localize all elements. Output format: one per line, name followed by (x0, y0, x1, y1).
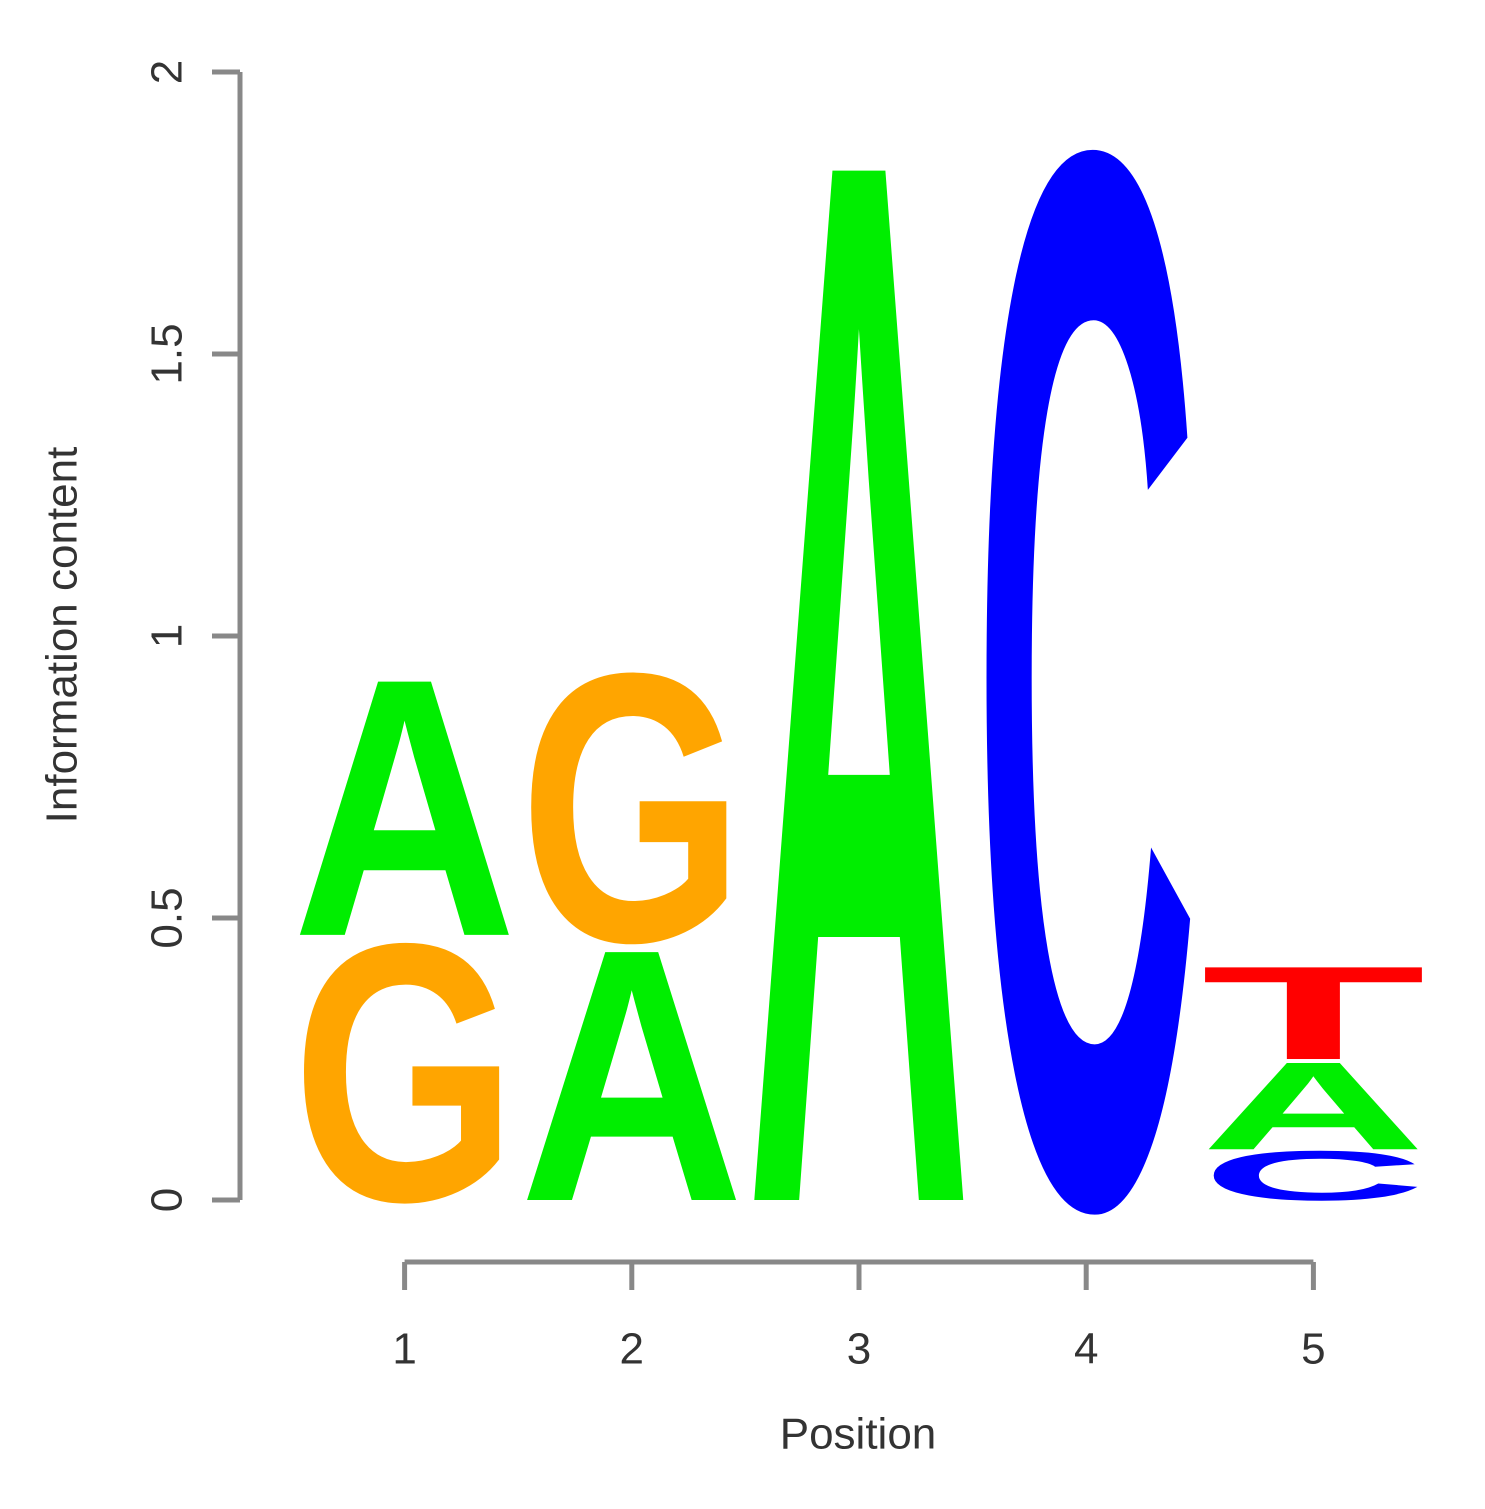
logo-letter: A (747, 0, 972, 1509)
y-axis-label: Information content (38, 447, 87, 824)
letter-glyph: G (292, 868, 517, 1279)
letter-glyph: G (519, 594, 744, 1022)
y-tick-label: 0.5 (143, 887, 192, 948)
x-axis-label: Position (780, 1410, 937, 1459)
letter-glyph: A (519, 876, 744, 1278)
logo-letter: A (1201, 1036, 1426, 1176)
letter-glyph: C (974, 0, 1199, 1509)
logo-letter: C (1201, 1137, 1426, 1215)
logo-letter: T (1201, 938, 1426, 1087)
x-tick-label: 1 (392, 1325, 416, 1374)
letter-glyph: A (292, 603, 517, 1014)
logo-letter: C (974, 0, 1199, 1509)
y-tick-label: 1 (143, 624, 192, 648)
x-tick-label: 2 (620, 1325, 644, 1374)
letter-glyph: C (1201, 1137, 1426, 1215)
logo-letter: G (292, 868, 517, 1279)
letter-glyph: T (1201, 938, 1426, 1087)
letter-glyph: A (1201, 1036, 1426, 1176)
x-tick-label: 5 (1301, 1325, 1325, 1374)
x-tick-label: 4 (1074, 1325, 1098, 1374)
logo-letter: A (292, 603, 517, 1014)
logo-letter: A (519, 876, 744, 1278)
y-tick-label: 1.5 (143, 323, 192, 384)
x-tick-label: 3 (847, 1325, 871, 1374)
logo-letter: G (519, 594, 744, 1022)
letter-glyph: A (747, 0, 972, 1509)
y-tick-label: 0 (143, 1188, 192, 1212)
y-tick-label: 2 (143, 60, 192, 84)
